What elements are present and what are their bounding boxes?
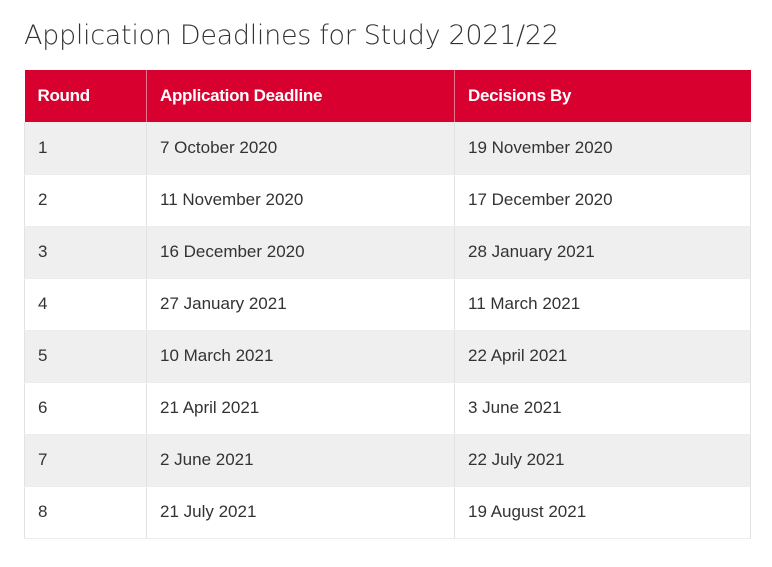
table-row: 7 2 June 2021 22 July 2021 [24, 434, 751, 487]
application-deadline-cell: 27 January 2021 [146, 278, 455, 331]
round-cell: 5 [24, 330, 147, 383]
decisions-by-cell: 28 January 2021 [454, 226, 751, 279]
round-cell: 4 [24, 278, 147, 331]
application-deadline-cell: 2 June 2021 [146, 434, 455, 487]
table-row: 1 7 October 2020 19 November 2020 [24, 122, 751, 175]
table-row: 8 21 July 2021 19 August 2021 [24, 486, 751, 539]
table-row: 2 11 November 2020 17 December 2020 [24, 174, 751, 227]
application-deadline-cell: 16 December 2020 [146, 226, 455, 279]
decisions-by-cell: 17 December 2020 [454, 174, 751, 227]
application-deadline-cell: 10 March 2021 [146, 330, 455, 383]
decisions-by-cell: 19 August 2021 [454, 486, 751, 539]
round-cell: 3 [24, 226, 147, 279]
round-cell: 7 [24, 434, 147, 487]
round-cell: 6 [24, 382, 147, 435]
round-cell: 1 [24, 122, 147, 175]
table-header-row: Round Application Deadline Decisions By [24, 70, 751, 122]
decisions-by-cell: 22 July 2021 [454, 434, 751, 487]
application-deadline-cell: 21 July 2021 [146, 486, 455, 539]
decisions-by-cell: 22 April 2021 [454, 330, 751, 383]
deadlines-table: Round Application Deadline Decisions By … [24, 70, 751, 539]
round-cell: 2 [24, 174, 147, 227]
application-deadline-cell: 7 October 2020 [146, 122, 455, 175]
decisions-by-cell: 19 November 2020 [454, 122, 751, 175]
header-decisions-by: Decisions By [454, 70, 751, 122]
application-deadline-cell: 21 April 2021 [146, 382, 455, 435]
header-application-deadline: Application Deadline [146, 70, 455, 122]
table-row: 3 16 December 2020 28 January 2021 [24, 226, 751, 279]
table-row: 5 10 March 2021 22 April 2021 [24, 330, 751, 383]
table-row: 4 27 January 2021 11 March 2021 [24, 278, 751, 331]
application-deadline-cell: 11 November 2020 [146, 174, 455, 227]
header-round: Round [24, 70, 147, 122]
decisions-by-cell: 3 June 2021 [454, 382, 751, 435]
page-title: Application Deadlines for Study 2021/22 [24, 20, 559, 51]
round-cell: 8 [24, 486, 147, 539]
decisions-by-cell: 11 March 2021 [454, 278, 751, 331]
table-row: 6 21 April 2021 3 June 2021 [24, 382, 751, 435]
